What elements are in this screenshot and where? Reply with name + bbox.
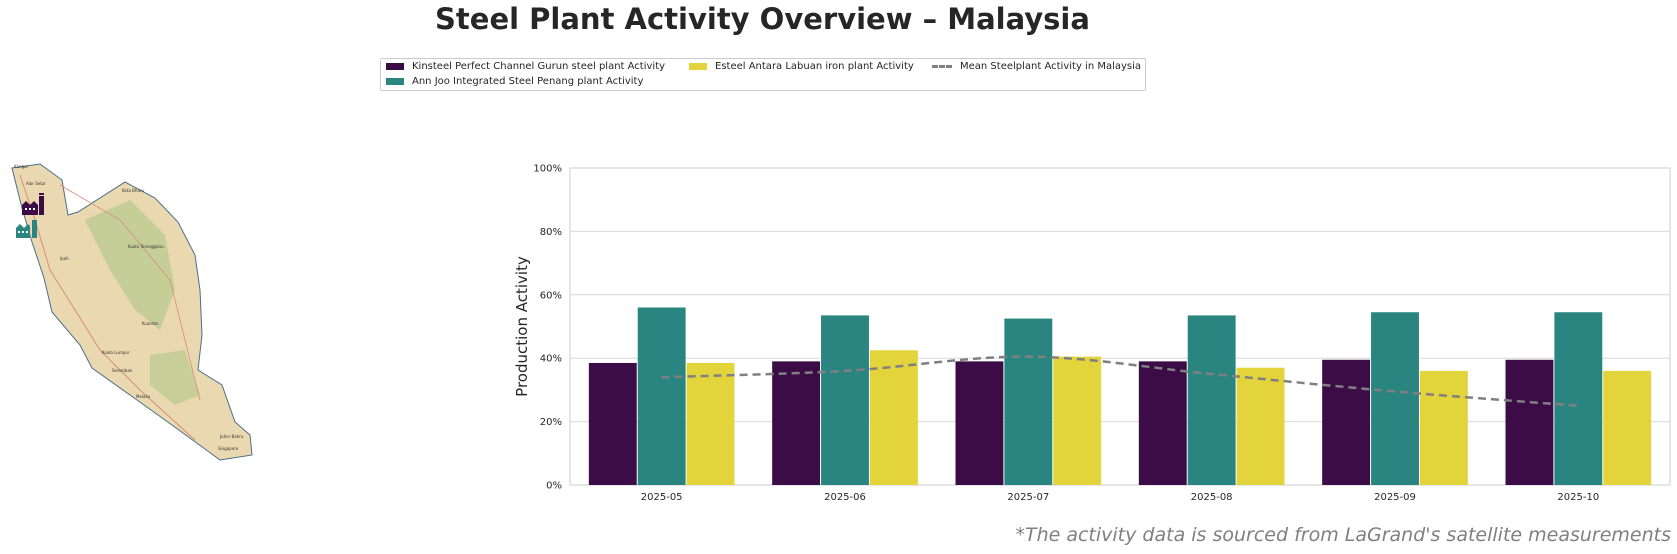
legend-label-mean: Mean Steelplant Activity in Malaysia <box>960 61 1142 72</box>
chart-legend: Kinsteel Perfect Channel Gurun steel pla… <box>380 58 1146 91</box>
y-tick-label: 60% <box>540 290 562 301</box>
y-tick-label: 100% <box>533 164 562 175</box>
legend-item-esteel: Esteel Antara Labuan iron plant Activity <box>689 61 914 72</box>
bar-kinsteel <box>772 361 821 485</box>
legend-label-annjoo: Ann Joo Integrated Steel Penang plant Ac… <box>412 76 644 87</box>
map-label: Alor Setar <box>26 181 46 186</box>
x-tick-label: 2025-09 <box>1374 492 1416 503</box>
legend-swatch-kinsteel <box>386 63 404 70</box>
legend-swatch-annjoo <box>386 78 404 85</box>
y-tick-label: 0% <box>546 481 562 492</box>
terrain-highland <box>85 200 175 330</box>
bar-esteel <box>686 362 735 485</box>
x-tick-label: 2025-08 <box>1191 492 1233 503</box>
activity-bar-chart: 0% 20% 40% 60% 80% 100% Production Activity 202… <box>513 164 1671 503</box>
plot-frame <box>569 167 1671 486</box>
bar-annjoo <box>821 315 869 485</box>
x-tick-label: 2025-06 <box>824 492 866 503</box>
bar-kinsteel <box>955 361 1004 485</box>
legend-item-mean: Mean Steelplant Activity in Malaysia <box>932 61 1141 72</box>
x-tick-label: 2025-05 <box>641 492 683 503</box>
y-axis-label: Production Activity <box>513 256 531 397</box>
map-label: Kota Bharu <box>122 188 145 193</box>
bar-kinsteel <box>1138 361 1187 485</box>
bar-kinsteel <box>1505 359 1554 485</box>
map-label: Kangar <box>14 164 29 169</box>
x-tick-label: 2025-07 <box>1007 492 1049 503</box>
y-tick-label: 40% <box>540 354 562 365</box>
map-label: Kuala Lumpur <box>102 350 130 355</box>
bar-annjoo <box>1554 312 1603 485</box>
bar-esteel <box>869 350 918 485</box>
legend-dash-mean <box>932 65 952 68</box>
bar-esteel <box>1053 356 1102 485</box>
bar-annjoo <box>1371 312 1419 485</box>
map-label: Johor Bahru <box>219 434 244 439</box>
page-title: Steel Plant Activity Overview – Malaysia <box>435 2 1090 36</box>
factory-icon-kinsteel <box>22 193 44 215</box>
y-tick-label: 20% <box>540 417 562 428</box>
data-source-footnote: *The activity data is sourced from LaGra… <box>1015 524 1671 546</box>
map-label: Kuantan <box>142 321 159 326</box>
map-label: Ipoh <box>60 256 69 261</box>
bar-annjoo <box>1004 318 1053 485</box>
map-label: Kuala Terengganu <box>128 244 164 249</box>
legend-label-kinsteel: Kinsteel Perfect Channel Gurun steel pla… <box>412 61 666 72</box>
malaysia-map: Kangar Alor Setar Kota Bharu Kuala Teren… <box>11 163 253 461</box>
bar-esteel <box>1236 367 1285 485</box>
bar-kinsteel <box>588 362 637 485</box>
legend-item-kinsteel: Kinsteel Perfect Channel Gurun steel pla… <box>386 61 665 72</box>
bar-esteel <box>1603 370 1652 485</box>
bar-esteel <box>1419 370 1468 485</box>
road-line <box>59 184 201 401</box>
bar-annjoo <box>1187 315 1236 485</box>
legend-swatch-esteel <box>689 63 707 70</box>
terrain-south-highland <box>150 350 200 405</box>
mean-activity-line <box>661 355 1579 407</box>
legend-item-annjoo: Ann Joo Integrated Steel Penang plant Ac… <box>386 76 643 87</box>
y-tick-label: 80% <box>540 227 562 238</box>
bar-annjoo <box>637 307 686 485</box>
map-label: Melaka <box>136 394 151 399</box>
x-tick-label: 2025-10 <box>1557 492 1599 503</box>
map-label: Seremban <box>112 368 133 373</box>
map-label: Singapore <box>218 446 239 451</box>
bar-kinsteel <box>1322 359 1371 485</box>
factory-icon-annjoo <box>16 220 37 238</box>
legend-label-esteel: Esteel Antara Labuan iron plant Activity <box>715 61 914 72</box>
